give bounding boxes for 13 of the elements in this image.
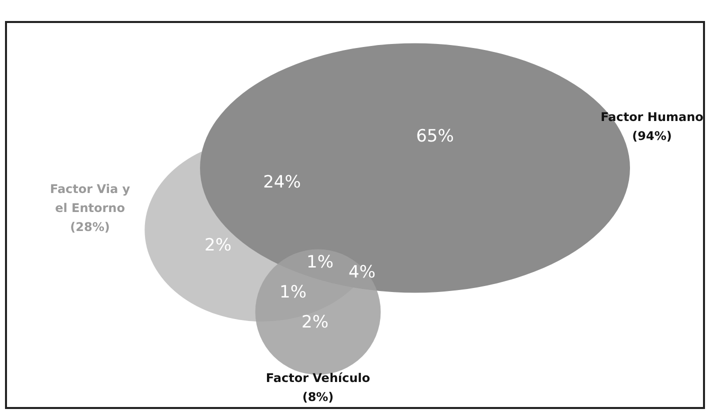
text: 65% [416, 126, 454, 146]
text: 24% [263, 172, 301, 192]
category-label: Factor Vehículo [266, 371, 370, 386]
data-label: (8%) [302, 390, 334, 404]
text: 1% [280, 282, 306, 302]
data-label: (94%) [632, 129, 672, 144]
data-label: (28%) [70, 220, 110, 234]
text: 1% [306, 252, 334, 272]
text: 2% [302, 312, 328, 332]
category-label: Factor Humano [600, 110, 704, 124]
text: 2% [204, 235, 232, 256]
category-label: Factor Via y el Entorno [50, 182, 130, 216]
text: 4% [348, 262, 376, 282]
